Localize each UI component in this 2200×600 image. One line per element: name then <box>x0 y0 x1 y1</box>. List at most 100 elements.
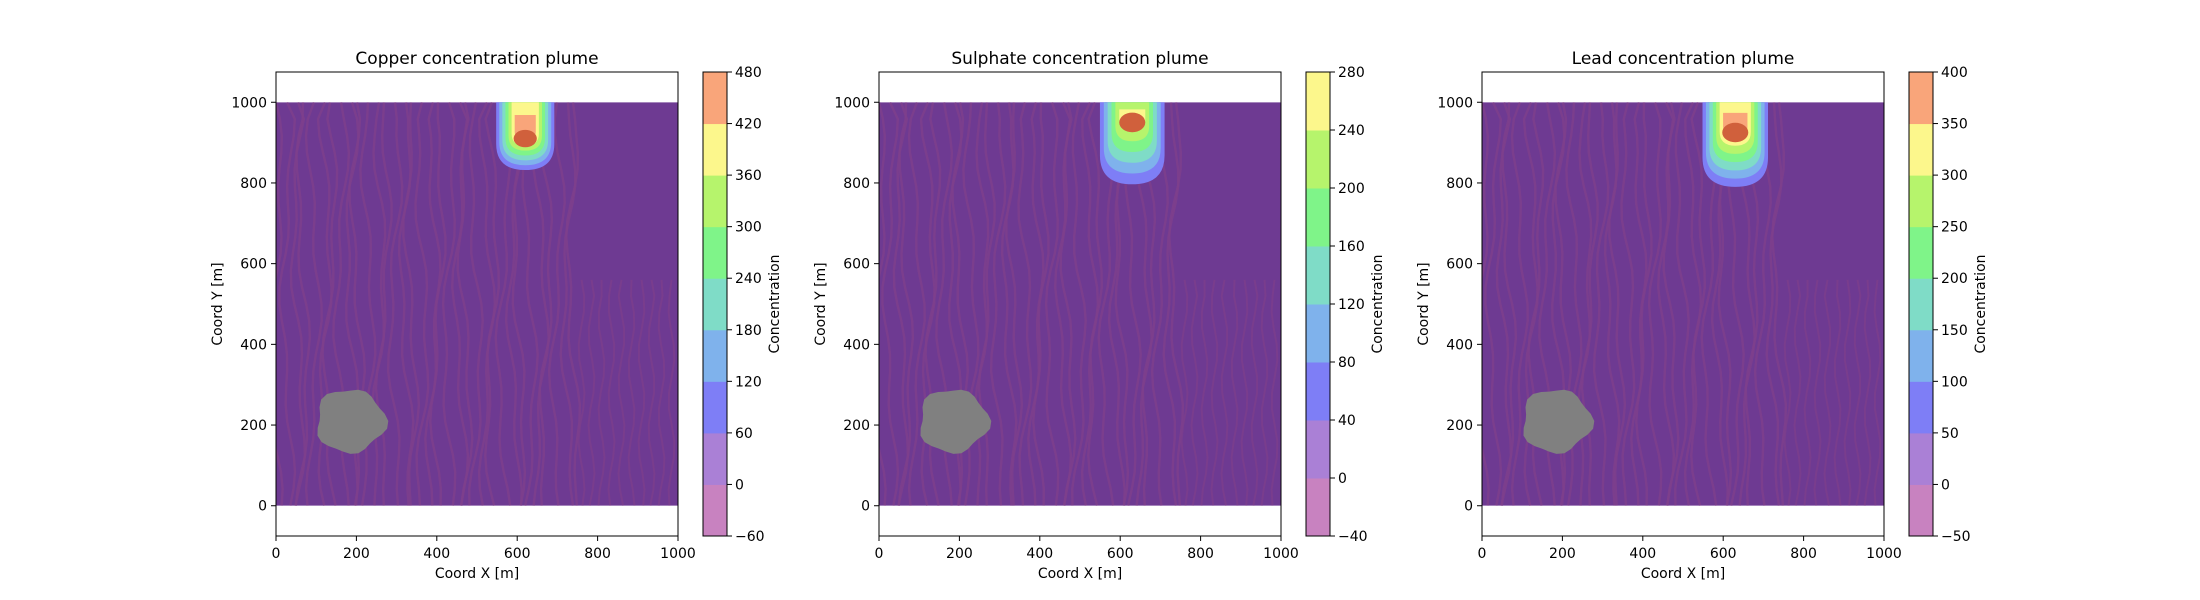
stripe <box>587 279 596 506</box>
y-tick-label: 1000 <box>1437 95 1473 111</box>
stripe <box>597 279 606 506</box>
stripe <box>1647 102 1663 506</box>
stripe <box>1032 102 1050 506</box>
colorbar-frame <box>1908 71 1934 537</box>
stripe <box>1017 102 1033 506</box>
colorbar-tick-label: 240 <box>735 271 762 287</box>
colorbar-tick-label: 480 <box>735 65 762 81</box>
colorbar-tick-label: 50 <box>1941 426 1959 442</box>
stripe <box>881 102 900 506</box>
stripe <box>897 102 915 506</box>
stripe <box>677 293 678 482</box>
colorbar-tick-label: 300 <box>1941 168 1968 184</box>
y-tick-label: 200 <box>1446 418 1473 434</box>
stripe <box>1753 102 1772 506</box>
stripe <box>1895 280 1901 506</box>
stripe <box>1813 279 1822 506</box>
colorbar: −50 0 50 100 150 200 250 300 350 400 Concentration <box>1908 65 1989 545</box>
x-tick-label: 400 <box>1026 546 1053 562</box>
axes-frame <box>1481 71 1885 537</box>
x-tick-label: 400 <box>423 546 450 562</box>
x-tick-label: 1000 <box>1866 546 1902 562</box>
colorbar-tick-label: 100 <box>1941 374 1968 390</box>
colorbar-band <box>703 278 727 331</box>
x-axis-label: Coord X [m] <box>435 566 519 582</box>
y-tick-label: 400 <box>843 337 870 353</box>
stripe <box>1495 102 1513 506</box>
stripe <box>1230 279 1239 506</box>
stripe <box>617 279 626 506</box>
stripe <box>1180 279 1189 506</box>
concentration-field <box>879 102 1298 506</box>
stripe <box>456 102 474 506</box>
concentration-field <box>276 102 678 506</box>
inactive-zone <box>920 389 992 454</box>
stripe <box>637 279 646 506</box>
colorbar-tick-label: 160 <box>1338 239 1365 255</box>
stripe <box>1200 279 1209 506</box>
colorbar-band <box>1306 72 1330 131</box>
stripe <box>1580 102 1599 506</box>
stripe <box>494 102 512 506</box>
stripe <box>1883 293 1884 482</box>
y-tick-label: 600 <box>240 257 267 273</box>
y-tick-label: 0 <box>258 499 267 515</box>
stripe <box>484 102 501 506</box>
stripe <box>607 279 616 506</box>
stripe <box>538 102 554 506</box>
colorbar-band <box>703 381 727 434</box>
chart-title: Copper concentration plume <box>355 49 598 69</box>
stripe <box>1292 280 1298 506</box>
colorbar-band <box>1306 188 1330 247</box>
colorbar-tick-label: −50 <box>1941 529 1971 545</box>
colorbar-tick-label: 60 <box>735 426 753 442</box>
axes-frame <box>878 71 1282 537</box>
colorbar-tick-label: 400 <box>1941 65 1968 81</box>
stripe <box>1765 102 1783 506</box>
colorbar-band <box>1909 123 1933 176</box>
colorbar-band <box>1306 362 1330 421</box>
x-tick-label: 1000 <box>660 546 696 562</box>
stripe <box>1270 279 1279 506</box>
colorbar: −60 0 60 120 180 240 300 360 420 480 Concentration <box>702 65 783 545</box>
stripe <box>532 102 550 506</box>
colorbar-band <box>1909 484 1933 537</box>
stripe <box>1005 102 1024 506</box>
stripe <box>374 102 393 506</box>
colorbar-band <box>1306 304 1330 363</box>
stripe <box>989 102 1007 506</box>
stripe <box>276 102 284 506</box>
x-tick-label: 200 <box>343 546 370 562</box>
colorbar-tick-label: 250 <box>1941 220 1968 236</box>
stripe <box>386 102 404 506</box>
stripe <box>1873 279 1882 506</box>
colorbar-band <box>1909 381 1933 434</box>
stripe <box>1070 102 1087 506</box>
stripe <box>577 279 586 506</box>
y-tick-label: 200 <box>843 418 870 434</box>
stripe <box>1482 102 1490 506</box>
stripe <box>441 102 457 506</box>
stripe <box>278 102 297 506</box>
plume-peak <box>1722 122 1749 143</box>
field-stripes <box>879 102 1298 506</box>
stripe <box>1793 279 1802 506</box>
stripe <box>1500 102 1518 506</box>
y-axis-label: Coord Y [m] <box>1416 262 1432 345</box>
stripe <box>1620 102 1636 506</box>
plume-peak <box>1119 112 1146 133</box>
colorbar-band <box>703 123 727 176</box>
colorbar-tick-label: 0 <box>1338 471 1347 487</box>
x-axis-label: Coord X [m] <box>1038 566 1122 582</box>
plume-peak <box>513 129 537 148</box>
stripe <box>450 102 470 506</box>
colorbar-label: Concentration <box>1370 254 1386 353</box>
stripe <box>1280 293 1281 482</box>
stripe <box>879 102 887 506</box>
stripe <box>1863 279 1872 506</box>
stripe <box>1250 279 1259 506</box>
colorbar-tick-label: 80 <box>1338 355 1356 371</box>
colorbar-band <box>1909 432 1933 485</box>
x-tick-label: 0 <box>875 546 884 562</box>
stripe <box>559 102 577 506</box>
